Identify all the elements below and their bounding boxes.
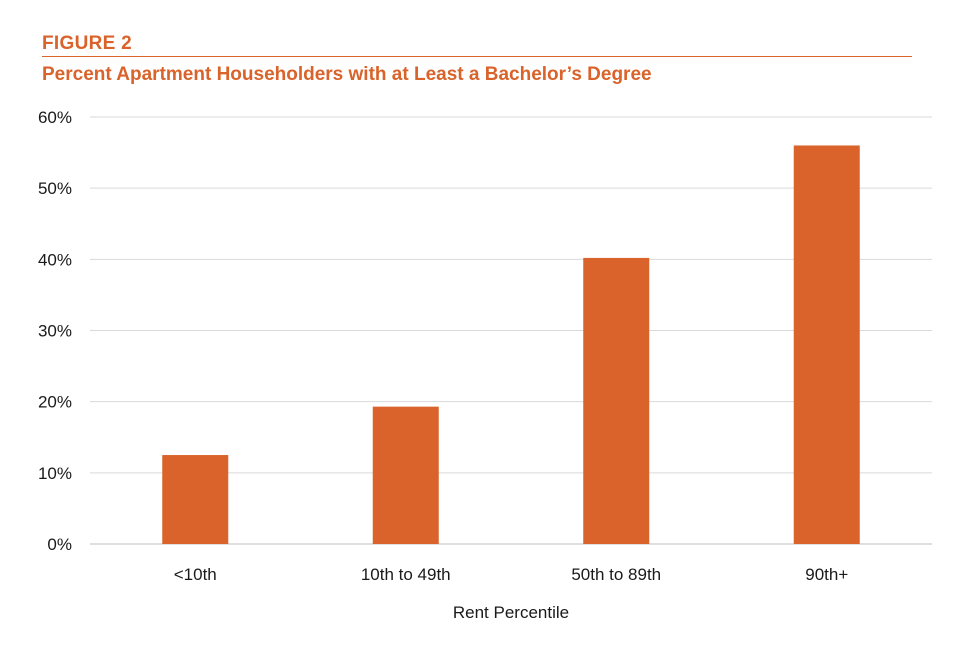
- chart-title: Percent Apartment Householders with at L…: [42, 64, 652, 85]
- y-tick-label: 0%: [47, 535, 72, 554]
- y-tick-label: 10%: [38, 464, 72, 483]
- bar-2: [583, 257, 650, 544]
- x-tick-label: 90th+: [805, 565, 848, 584]
- bar-3: [793, 145, 860, 544]
- y-tick-label: 30%: [38, 322, 72, 341]
- header-divider: [42, 56, 912, 57]
- gridlines: [90, 116, 932, 545]
- y-tick-label: 60%: [38, 108, 72, 127]
- x-tick-label: 50th to 89th: [571, 565, 661, 584]
- figure-label: FIGURE 2: [42, 33, 133, 54]
- bar-1: [372, 406, 439, 544]
- x-tick-label: 10th to 49th: [361, 565, 451, 584]
- x-axis-ticks: <10th 10th to 49th 50th to 89th 90th+: [174, 565, 849, 584]
- x-tick-label: <10th: [174, 565, 217, 584]
- y-tick-label: 40%: [38, 250, 72, 269]
- bars: [162, 145, 860, 544]
- x-axis-title: Rent Percentile: [453, 603, 569, 622]
- y-tick-label: 20%: [38, 393, 72, 412]
- y-axis-ticks: 0% 10% 20% 30% 40% 50% 60%: [38, 108, 72, 554]
- bar-0: [162, 455, 229, 544]
- y-tick-label: 50%: [38, 179, 72, 198]
